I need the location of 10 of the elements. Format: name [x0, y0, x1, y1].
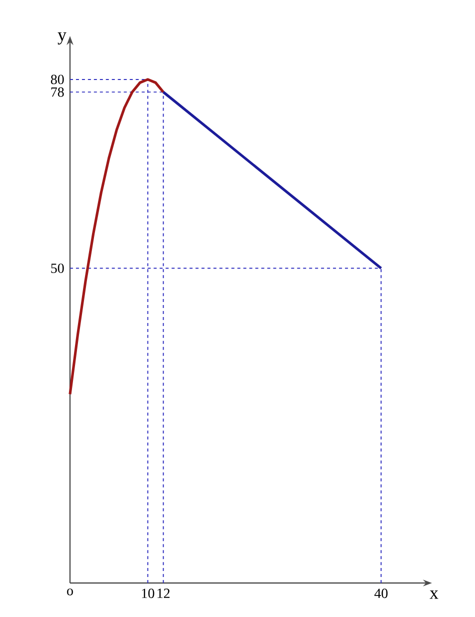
y-tick-label: 78	[51, 87, 64, 97]
line-series	[68, 78, 165, 396]
x-tick-label: 12	[158, 588, 170, 598]
y-tick-label: 50	[51, 264, 64, 274]
x-tick-label: 40	[374, 588, 388, 598]
x-tick-label: o	[67, 588, 73, 596]
x-axis-title: x	[430, 590, 438, 599]
y-tick-label: 80	[50, 74, 64, 84]
y-axis-title: y	[58, 32, 66, 44]
x-tick-label: 10	[142, 588, 154, 598]
